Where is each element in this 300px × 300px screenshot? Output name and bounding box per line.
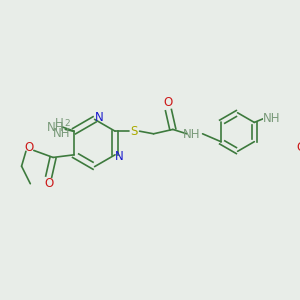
- Text: NH: NH: [53, 127, 70, 140]
- Text: NH: NH: [263, 112, 281, 124]
- Text: N: N: [115, 150, 124, 163]
- Text: NH: NH: [47, 121, 64, 134]
- Text: NH: NH: [183, 128, 201, 141]
- Text: H: H: [55, 117, 64, 130]
- Text: N: N: [94, 111, 103, 124]
- Text: O: O: [296, 141, 300, 154]
- Text: 2: 2: [64, 119, 70, 128]
- Text: O: O: [164, 96, 173, 109]
- Text: O: O: [44, 177, 53, 190]
- Text: S: S: [130, 125, 138, 138]
- Text: O: O: [24, 141, 33, 154]
